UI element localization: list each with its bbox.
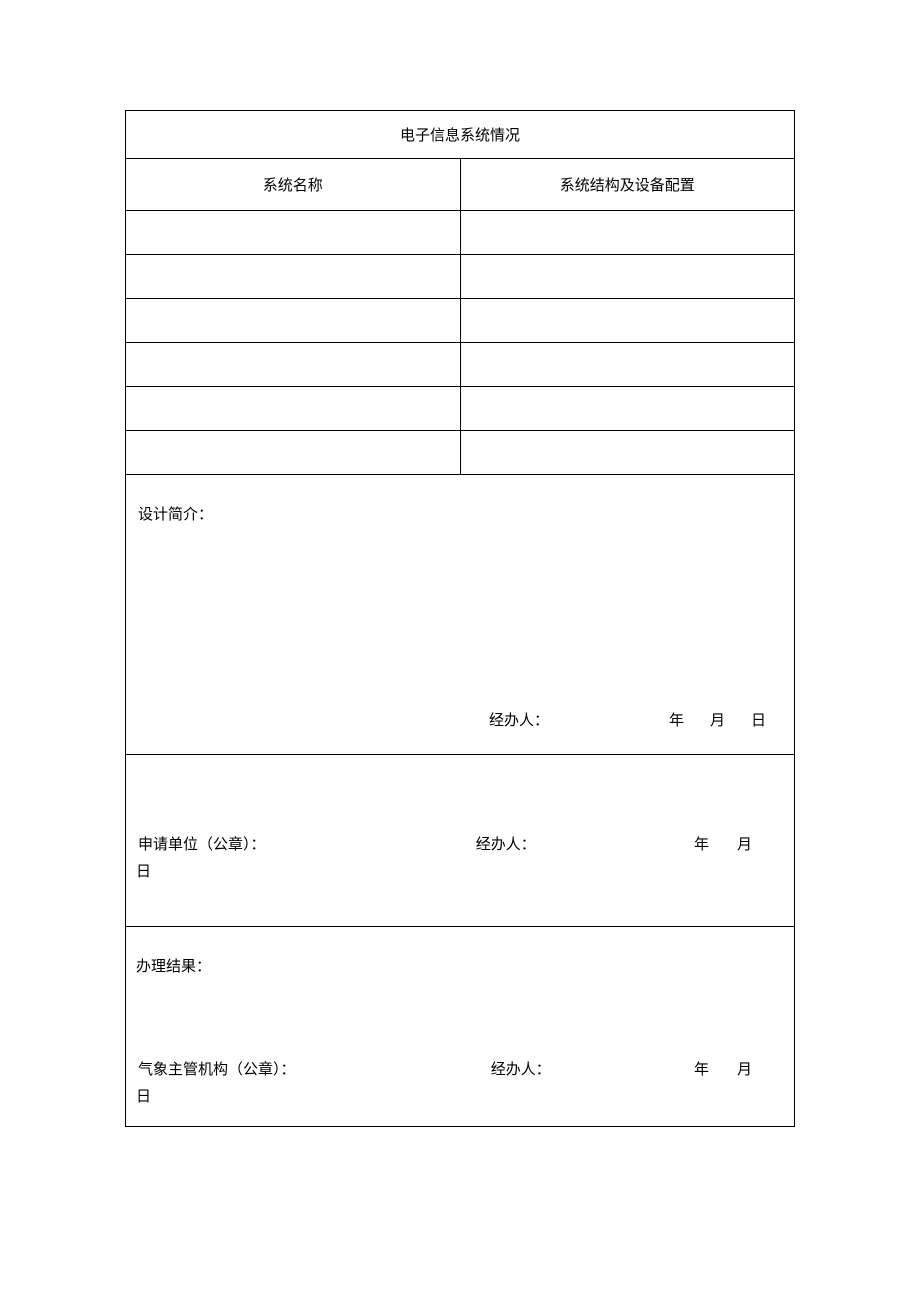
applicant-date: 年月 <box>666 833 782 854</box>
result-row: 办理结果： 气象主管机构（公章）： 经办人： 年月 日 <box>126 927 795 1127</box>
date-day: 日 <box>751 709 766 730</box>
cell-config <box>460 387 795 431</box>
date-year: 年 <box>694 837 709 853</box>
table-row <box>126 387 795 431</box>
design-row: 设计简介： 经办人： 年 月 日 <box>126 475 795 755</box>
cell-name <box>126 387 461 431</box>
table-row <box>126 211 795 255</box>
authority-operator-label: 经办人： <box>296 1058 666 1079</box>
cell-name <box>126 211 461 255</box>
cell-config <box>460 255 795 299</box>
form-table: 电子信息系统情况 系统名称 系统结构及设备配置 设计简介： 经办 <box>125 110 795 1127</box>
date-year: 年 <box>669 709 684 730</box>
cell-config <box>460 431 795 475</box>
date-day: 日 <box>136 1085 782 1106</box>
table-row <box>126 255 795 299</box>
design-cell: 设计简介： 经办人： 年 月 日 <box>126 475 795 755</box>
applicant-stamp-label: 申请单位（公章）： <box>136 833 266 854</box>
cell-config <box>460 211 795 255</box>
design-footer: 经办人： 年 月 日 <box>126 709 794 730</box>
date-month: 月 <box>737 1062 752 1078</box>
title-row: 电子信息系统情况 <box>126 111 795 159</box>
table-row <box>126 299 795 343</box>
table-row <box>126 343 795 387</box>
date-month: 月 <box>737 837 752 853</box>
cell-name <box>126 299 461 343</box>
applicant-row: 申请单位（公章）： 经办人： 年月 日 <box>126 755 795 927</box>
result-label: 办理结果： <box>136 955 782 976</box>
table-row <box>126 431 795 475</box>
header-row: 系统名称 系统结构及设备配置 <box>126 159 795 211</box>
applicant-operator-label: 经办人： <box>266 833 666 854</box>
authority-date: 年月 <box>666 1058 782 1079</box>
cell-name <box>126 343 461 387</box>
date-day: 日 <box>136 860 782 881</box>
operator-label: 经办人： <box>489 709 549 730</box>
date-year: 年 <box>694 1062 709 1078</box>
result-cell: 办理结果： 气象主管机构（公章）： 经办人： 年月 日 <box>126 927 795 1127</box>
cell-config <box>460 299 795 343</box>
authority-stamp-label: 气象主管机构（公章）： <box>136 1058 296 1079</box>
form-title: 电子信息系统情况 <box>126 111 795 159</box>
date-month: 月 <box>710 709 725 730</box>
applicant-cell: 申请单位（公章）： 经办人： 年月 日 <box>126 755 795 927</box>
cell-config <box>460 343 795 387</box>
header-system-name: 系统名称 <box>126 159 461 211</box>
cell-name <box>126 255 461 299</box>
header-system-config: 系统结构及设备配置 <box>460 159 795 211</box>
design-label: 设计简介： <box>138 503 782 524</box>
cell-name <box>126 431 461 475</box>
